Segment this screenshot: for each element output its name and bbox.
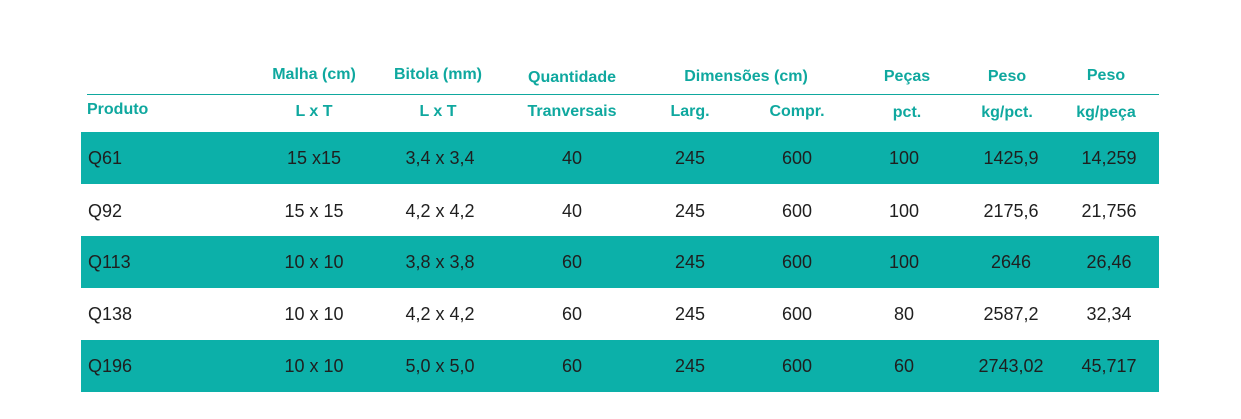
cell-compr: 600 (781, 356, 813, 376)
cell-larg: 245 (674, 148, 706, 168)
subheader-malha: L x T (295, 103, 333, 120)
subheader-bitola: L x T (419, 103, 457, 120)
cell-produto: Q61 (88, 148, 123, 168)
cell-peso-pct: 2587,2 (983, 304, 1039, 324)
cell-compr: 600 (781, 304, 813, 324)
header-quantidade: Quantidade (527, 69, 617, 86)
cell-pecas: 100 (888, 252, 920, 272)
cell-peso-peca: 32,34 (1086, 304, 1132, 324)
cell-quantidade: 60 (561, 252, 583, 272)
cell-larg: 245 (674, 201, 706, 221)
cell-bitola: 3,4 x 3,4 (405, 148, 475, 168)
table-row: Q138 10 x 10 4,2 x 4,2 60 245 600 80 258… (81, 288, 1159, 340)
cell-bitola: 3,8 x 3,8 (405, 252, 475, 272)
cell-peso-peca: 45,717 (1081, 356, 1137, 376)
cell-quantidade: 60 (561, 356, 583, 376)
cell-bitola: 4,2 x 4,2 (405, 304, 475, 324)
cell-malha: 10 x 10 (284, 252, 344, 272)
table-row: Q113 10 x 10 3,8 x 3,8 60 245 600 100 26… (81, 236, 1159, 288)
cell-peso-peca: 14,259 (1081, 148, 1137, 168)
header-peso-peca: Peso (1086, 67, 1126, 84)
cell-quantidade: 60 (561, 304, 583, 324)
header-divider (87, 94, 1159, 95)
cell-malha: 15 x 15 (284, 201, 344, 221)
cell-quantidade: 40 (561, 148, 583, 168)
cell-produto: Q92 (88, 201, 123, 221)
header-malha: Malha (cm) (272, 66, 356, 83)
cell-quantidade: 40 (561, 201, 583, 221)
header-dimensoes: Dimensões (cm) (684, 68, 808, 85)
subheader-larg: Larg. (670, 103, 710, 120)
cell-peso-peca: 21,756 (1081, 201, 1137, 221)
cell-bitola: 5,0 x 5,0 (405, 356, 475, 376)
cell-peso-pct: 1425,9 (983, 148, 1039, 168)
cell-larg: 245 (674, 356, 706, 376)
cell-pecas: 80 (893, 304, 915, 324)
cell-malha: 10 x 10 (284, 356, 344, 376)
cell-larg: 245 (674, 252, 706, 272)
cell-peso-pct: 2646 (990, 252, 1032, 272)
cell-pecas: 60 (893, 356, 915, 376)
table-row: Q196 10 x 10 5,0 x 5,0 60 245 600 60 274… (81, 340, 1159, 392)
subheader-compr: Compr. (769, 103, 825, 120)
cell-malha: 15 x15 (286, 148, 342, 168)
cell-peso-pct: 2743,02 (978, 356, 1044, 376)
header-bitola: Bitola (mm) (394, 66, 482, 83)
cell-produto: Q138 (88, 304, 133, 324)
cell-produto: Q113 (88, 252, 131, 272)
cell-compr: 600 (781, 201, 813, 221)
cell-bitola: 4,2 x 4,2 (405, 201, 475, 221)
cell-produto: Q196 (88, 356, 133, 376)
product-table: Malha (cm) Bitola (mm) Quantidade Dimens… (81, 0, 1159, 419)
subheader-quantidade: Tranversais (527, 103, 617, 120)
cell-compr: 600 (781, 252, 813, 272)
table-row: Q92 15 x 15 4,2 x 4,2 40 245 600 100 217… (81, 185, 1159, 237)
header-pecas: Peças (883, 68, 931, 85)
subheader-pecas: pct. (892, 104, 922, 121)
cell-pecas: 100 (888, 201, 920, 221)
table-row: Q61 15 x15 3,4 x 3,4 40 245 600 100 1425… (81, 132, 1159, 184)
header-peso-pct: Peso (987, 68, 1027, 85)
cell-pecas: 100 (888, 148, 920, 168)
cell-peso-peca: 26,46 (1086, 252, 1132, 272)
cell-peso-pct: 2175,6 (983, 201, 1039, 221)
subheader-peso-pct: kg/pct. (981, 104, 1033, 121)
subheader-peso-peca: kg/peça (1076, 104, 1136, 121)
header-produto: Produto (87, 101, 149, 118)
cell-malha: 10 x 10 (284, 304, 344, 324)
cell-compr: 600 (781, 148, 813, 168)
cell-larg: 245 (674, 304, 706, 324)
